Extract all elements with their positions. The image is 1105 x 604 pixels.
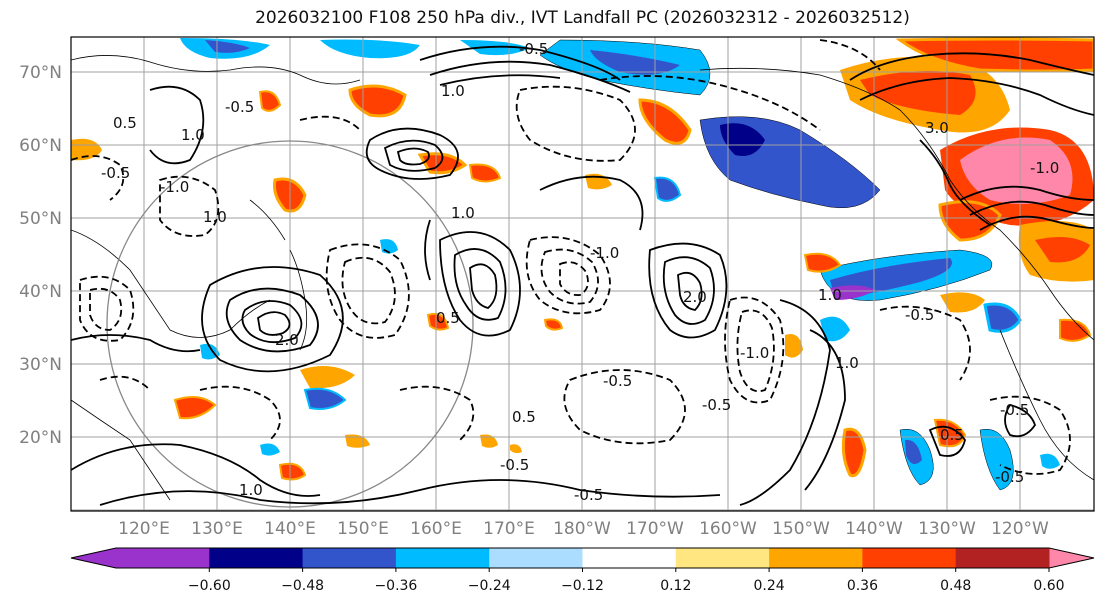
lon-label: 170°W	[626, 519, 684, 539]
contour-label: -0.5	[574, 486, 603, 504]
contour-label: -0.5	[603, 372, 632, 390]
positive-contours	[71, 45, 1094, 506]
contour-label: 0.5	[512, 408, 536, 426]
colorbar-segment	[489, 548, 583, 568]
colorbar-tick-label: 0.48	[940, 578, 971, 594]
lon-label: 130°E	[191, 519, 243, 539]
colorbar-outline	[70, 547, 1095, 569]
lat-label: 50°N	[19, 209, 62, 229]
negative-contours	[71, 39, 1071, 475]
colorbar-tick-label: −0.12	[561, 578, 604, 594]
contour-label: 1.0	[451, 204, 475, 222]
contour-label: 1.0	[835, 354, 859, 372]
lon-label: 150°W	[772, 519, 830, 539]
colorbar-segment	[582, 548, 677, 568]
contour-label: -0.5	[500, 456, 529, 474]
contour-label: -1.0	[740, 344, 769, 362]
contour-label: 1.0	[181, 126, 205, 144]
lon-label: 120°E	[118, 519, 170, 539]
lat-label: 20°N	[19, 428, 62, 448]
graticule	[71, 37, 1094, 511]
contour-label: -1.0	[1030, 159, 1059, 177]
chart-title: 2026032100 F108 250 hPa div., IVT Landfa…	[255, 8, 910, 28]
map-frame	[70, 36, 1095, 512]
contour-label: 1.0	[239, 481, 263, 499]
colorbar-tick-label: 0.36	[847, 578, 878, 594]
colorbar-segment	[116, 548, 210, 568]
latitude-labels: 70°N 60°N 50°N 40°N 30°N 20°N	[19, 63, 62, 448]
colorbar-extend-right	[1049, 548, 1094, 568]
contour-label: -0.5	[1000, 401, 1029, 419]
contour-label: -0.5	[995, 468, 1024, 486]
colorbar: −0.60 −0.48 −0.36 −0.24 −0.12 0.12 0.24 0.36 0.4…	[70, 547, 1095, 594]
colorbar-segment	[209, 548, 304, 568]
contour-label: 0.5	[436, 309, 460, 327]
contour-label: 1.0	[441, 82, 465, 100]
colorbar-segment	[302, 548, 397, 568]
colorbar-tick-label: 0.60	[1033, 578, 1064, 594]
contour-label: -0.5	[225, 98, 254, 116]
lon-label: 130°W	[918, 519, 976, 539]
contour-label: -1.0	[160, 178, 189, 196]
contour-label: 1.0	[818, 286, 842, 304]
lon-label: 150°E	[337, 519, 389, 539]
lon-label: 180°W	[553, 519, 611, 539]
contour-label: 2.0	[683, 288, 707, 306]
contour-label: -0.5	[519, 40, 548, 58]
colorbar-tick-label: −0.48	[281, 578, 324, 594]
distance-circle	[106, 140, 474, 508]
longitude-labels: 120°E 130°E 140°E 150°E 160°E 170°E 180°…	[118, 519, 1049, 539]
lon-label: 170°E	[483, 519, 535, 539]
colorbar-extend-left	[71, 548, 116, 568]
contour-label: 0.5	[113, 114, 137, 132]
lon-label: 140°E	[264, 519, 316, 539]
colorbar-segment	[955, 548, 1050, 568]
lat-label: 70°N	[19, 63, 62, 83]
lon-label: 140°W	[845, 519, 903, 539]
contour-label: 1.0	[203, 208, 227, 226]
lat-label: 60°N	[19, 136, 62, 156]
lon-label: 120°W	[991, 519, 1049, 539]
contour-label: -0.5	[101, 164, 130, 182]
colorbar-tick-label: −0.36	[374, 578, 417, 594]
lon-label: 160°W	[699, 519, 757, 539]
map-panel: 1.0 -0.5 1.0 -1.0 0.5 -0.5 1.0 -0.5 1.0 …	[71, 37, 1094, 511]
colorbar-tick-label: 0.12	[660, 578, 691, 594]
lon-label: 160°E	[410, 519, 462, 539]
lat-label: 40°N	[19, 282, 62, 302]
contour-label: -1.0	[590, 244, 619, 262]
contour-label: 3.0	[925, 119, 949, 137]
colorbar-segment	[769, 548, 863, 568]
colorbar-segment	[395, 548, 490, 568]
colorbar-tick-label: 0.24	[754, 578, 785, 594]
colorbar-tick-label: −0.60	[188, 578, 231, 594]
contour-label: 0.5	[940, 426, 964, 444]
colorbar-segment	[675, 548, 770, 568]
contour-label: -0.5	[905, 306, 934, 324]
contour-labels: 1.0 -0.5 1.0 -1.0 0.5 -0.5 1.0 -0.5 1.0 …	[101, 40, 1059, 504]
contour-label: -0.5	[702, 396, 731, 414]
colorbar-segment	[862, 548, 957, 568]
colorbar-tick-label: −0.24	[468, 578, 511, 594]
lat-label: 30°N	[19, 355, 62, 375]
contour-label: 2.0	[275, 331, 299, 349]
